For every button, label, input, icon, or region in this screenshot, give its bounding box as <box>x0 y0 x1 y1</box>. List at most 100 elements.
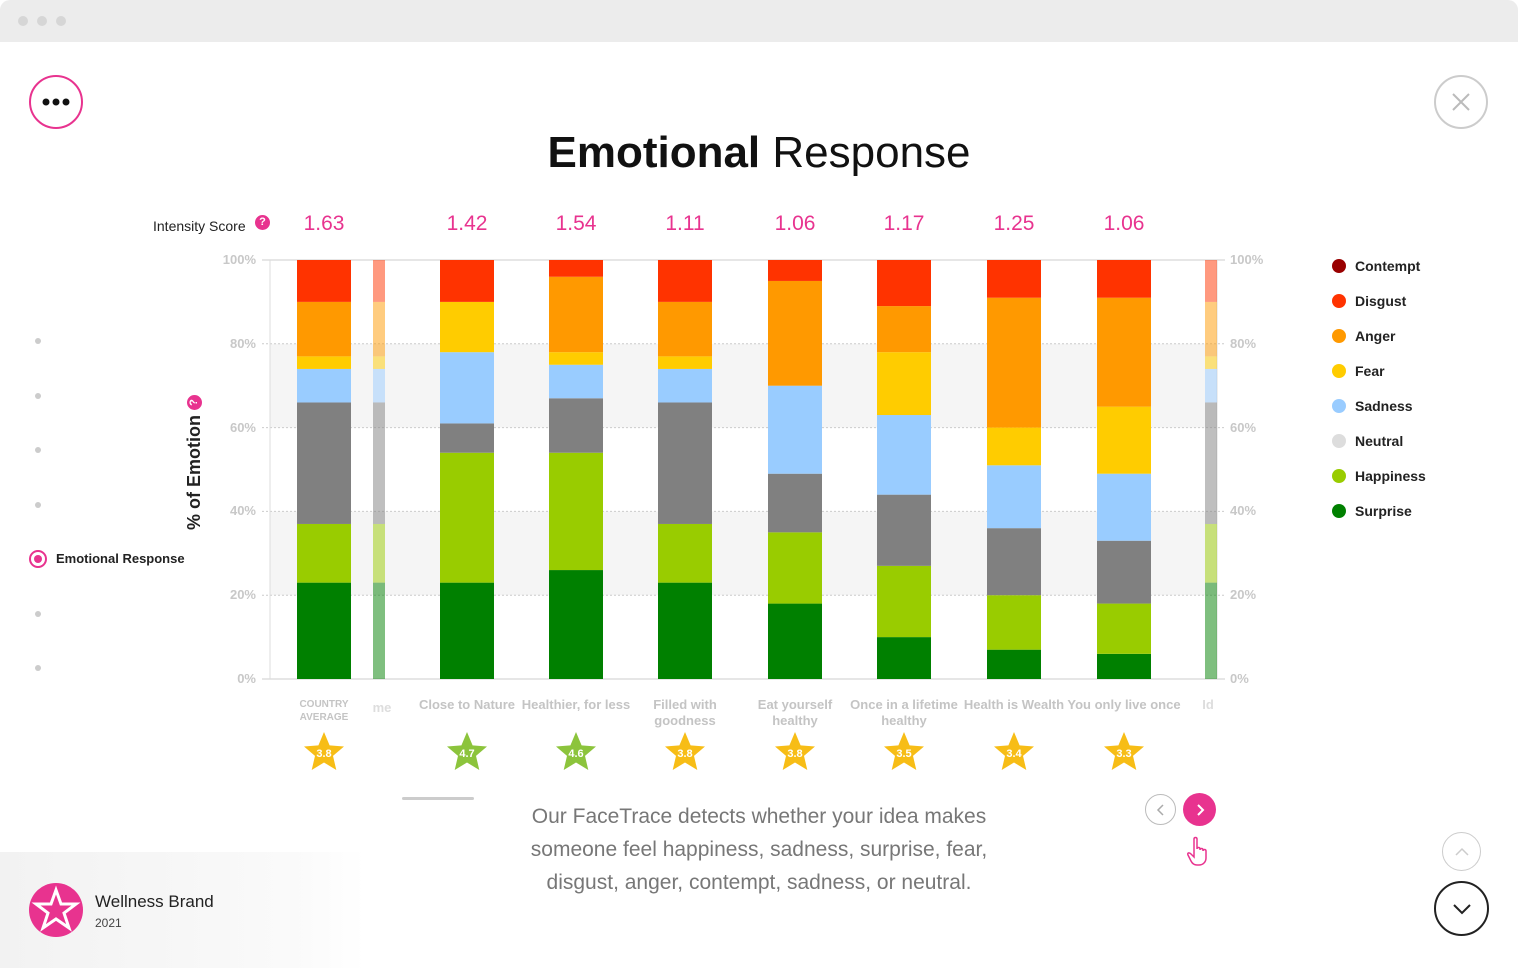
bar-segment-disgust <box>549 260 603 277</box>
rating-value: 4.6 <box>568 748 583 760</box>
legend-item-anger[interactable]: Anger <box>1332 328 1395 344</box>
rating-star-icon <box>884 732 924 770</box>
nav-dot[interactable] <box>35 611 41 617</box>
legend-item-sadness[interactable]: Sadness <box>1332 398 1413 414</box>
category-label: Eat yourself healthy <box>757 697 833 728</box>
legend-item-happiness[interactable]: Happiness <box>1332 468 1426 484</box>
legend-swatch <box>1332 364 1346 378</box>
clipped-bar-segment-fear <box>1205 356 1217 369</box>
nav-item-active[interactable] <box>29 550 47 568</box>
grid-band <box>270 511 1217 596</box>
clipped-bar-segment-neutral <box>1205 402 1217 524</box>
rating-value: 3.4 <box>1006 748 1022 760</box>
rating-star-icon <box>994 732 1034 770</box>
clipped-bar-segment-neutral <box>373 402 385 524</box>
bar-segment-anger <box>768 280 822 386</box>
nav-dot[interactable] <box>35 393 41 399</box>
horizontal-scrollbar[interactable] <box>402 797 474 800</box>
rating-star-icon <box>665 732 705 770</box>
nav-item-label[interactable]: Emotional Response <box>56 551 185 566</box>
y-axis-label: % of Emotion <box>184 415 204 530</box>
y-tick-label-right: 40% <box>1230 503 1257 519</box>
bar-segment-surprise <box>549 570 603 679</box>
legend-item-fear[interactable]: Fear <box>1332 363 1385 379</box>
nav-dot[interactable] <box>35 447 41 453</box>
scroll-down-button[interactable] <box>1434 881 1489 936</box>
chevron-left-icon <box>1156 803 1164 816</box>
bar-segment-anger <box>1097 297 1151 407</box>
legend-item-neutral[interactable]: Neutral <box>1332 433 1403 449</box>
bar-segment-sadness <box>297 368 351 403</box>
bar-segment-neutral <box>549 398 603 453</box>
legend-swatch <box>1332 434 1346 448</box>
rating-star-icon <box>775 732 815 770</box>
bar-segment-fear <box>1097 406 1151 474</box>
y-tick-label-right: 20% <box>1230 587 1257 603</box>
category-label: Once in a lifetime healthy <box>850 697 958 728</box>
bar-segment-sadness <box>658 368 712 403</box>
bar-segment-happiness <box>987 595 1041 650</box>
bar-segment-happiness <box>877 565 931 638</box>
nav-dot[interactable] <box>35 502 41 508</box>
intensity-score: 1.54 <box>555 212 597 235</box>
close-button[interactable] <box>1434 75 1488 129</box>
window-dot <box>18 16 28 26</box>
bar-segment-disgust <box>658 260 712 302</box>
intensity-score: 1.63 <box>303 212 345 235</box>
next-button[interactable] <box>1183 793 1216 826</box>
clipped-bar-segment-sadness <box>1205 368 1217 403</box>
bar-segment-sadness <box>549 364 603 399</box>
bar-segment-surprise <box>297 582 351 679</box>
scroll-up-button[interactable] <box>1442 832 1481 871</box>
prev-button[interactable] <box>1145 794 1176 825</box>
window-dot <box>37 16 47 26</box>
nav-dot[interactable] <box>35 338 41 344</box>
y-tick-label: 80% <box>229 335 256 351</box>
clipped-bar-segment-happiness <box>1205 523 1217 583</box>
bar-segment-disgust <box>297 260 351 302</box>
bar-segment-happiness <box>297 523 351 583</box>
window-dot <box>56 16 66 26</box>
y-tick-label: 0% <box>237 671 256 686</box>
legend-item-disgust[interactable]: Disgust <box>1332 293 1406 309</box>
brand-year: 2021 <box>95 916 122 930</box>
rating-value: 4.7 <box>459 748 474 760</box>
rating-star-icon <box>556 732 596 770</box>
legend-label: Disgust <box>1355 293 1407 309</box>
more-menu-button[interactable] <box>29 75 83 129</box>
legend-item-contempt[interactable]: Contempt <box>1332 258 1420 274</box>
category-label: Filled with goodness <box>653 697 717 728</box>
window-titlebar <box>0 0 1518 42</box>
category-label: Healthier, for less <box>521 697 631 712</box>
clipped-bar-segment-anger <box>1205 301 1217 357</box>
clipped-category-label: me <box>372 700 392 715</box>
nav-dot[interactable] <box>35 665 41 671</box>
bar-segment-surprise <box>987 649 1041 679</box>
intensity-score: 1.06 <box>774 212 816 235</box>
bar-segment-happiness <box>549 452 603 571</box>
bar-segment-disgust <box>1097 260 1151 298</box>
intensity-score: 1.06 <box>1103 212 1145 235</box>
help-icon[interactable]: ? <box>255 215 270 230</box>
more-dots-icon <box>42 98 70 106</box>
rating-value: 3.8 <box>316 748 331 760</box>
y-tick-label-right: 100% <box>1230 252 1264 267</box>
bar-segment-anger <box>297 301 351 357</box>
bar-segment-fear <box>440 301 494 353</box>
bar-segment-sadness <box>1097 473 1151 541</box>
bar-segment-neutral <box>877 494 931 566</box>
legend-item-surprise[interactable]: Surprise <box>1332 503 1412 519</box>
bar-segment-happiness <box>768 532 822 604</box>
category-label: Close to Nature <box>418 697 516 712</box>
intensity-score: 1.11 <box>665 212 705 235</box>
y-tick-label: 60% <box>229 419 256 435</box>
y-tick-label: 100% <box>222 252 256 267</box>
help-icon[interactable]: ? <box>187 395 202 410</box>
bar-segment-disgust <box>440 260 494 302</box>
bar-segment-fear <box>658 356 712 369</box>
legend-swatch <box>1332 329 1346 343</box>
bar-segment-anger <box>549 276 603 353</box>
chevron-up-icon <box>1454 847 1469 856</box>
bar-segment-surprise <box>1097 653 1151 679</box>
hand-cursor-icon <box>1187 836 1207 866</box>
